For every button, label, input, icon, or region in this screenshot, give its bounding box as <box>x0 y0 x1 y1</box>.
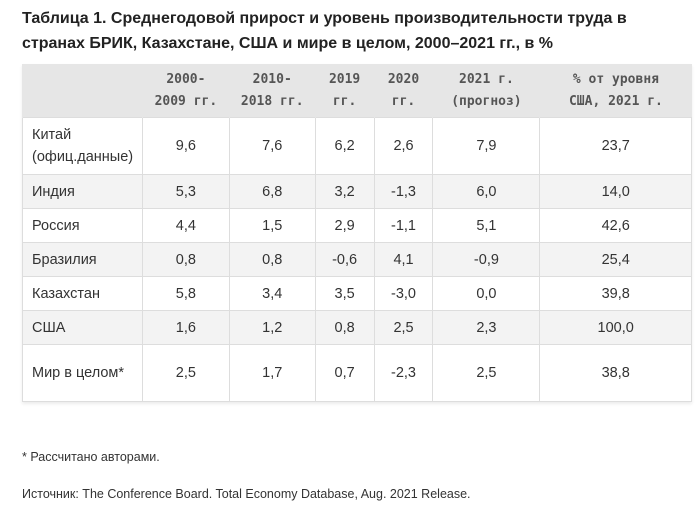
table-cell: 6,2 <box>314 117 375 175</box>
table-cell: 3,5 <box>314 276 375 311</box>
table-cell: 0,7 <box>314 344 375 402</box>
row-label: Индия <box>22 174 143 209</box>
row-label: Россия <box>22 208 143 243</box>
table-cell: 100,0 <box>539 310 692 345</box>
table-cell: 5,1 <box>432 208 541 243</box>
table-cell: 1,7 <box>228 344 316 402</box>
column-header: 2021 г. (прогноз) <box>432 64 540 118</box>
table-cell: 6,0 <box>432 174 541 209</box>
table-cell: 0,8 <box>228 242 316 277</box>
source-note: Источник: The Conference Board. Total Ec… <box>22 487 471 501</box>
table-cell: 1,6 <box>141 310 230 345</box>
table-cell: 5,3 <box>141 174 230 209</box>
column-header: % от уровня США, 2021 г. <box>539 64 692 118</box>
table-row: США 1,6 1,2 0,8 2,5 2,3 100,0 <box>22 310 692 345</box>
table-row: Мир в целом* 2,5 1,7 0,7 -2,3 2,5 38,8 <box>22 344 692 402</box>
table-row: Бразилия 0,8 0,8 -0,6 4,1 -0,9 25,4 <box>22 242 692 277</box>
table-cell: -0,9 <box>432 242 541 277</box>
column-header <box>22 64 143 118</box>
table-cell: 9,6 <box>141 117 230 175</box>
table-cell: 14,0 <box>539 174 692 209</box>
column-header: 2010- 2018 гг. <box>228 64 316 118</box>
table-cell: 2,6 <box>373 117 434 175</box>
table-cell: -1,3 <box>373 174 434 209</box>
table-cell: 25,4 <box>539 242 692 277</box>
table-cell: 4,4 <box>141 208 230 243</box>
table-cell: 0,0 <box>432 276 541 311</box>
row-label: Казахстан <box>22 276 143 311</box>
table-cell: 0,8 <box>141 242 230 277</box>
column-header: 2000- 2009 гг. <box>141 64 230 118</box>
table-cell: -2,3 <box>373 344 434 402</box>
row-label: Мир в целом* <box>22 344 143 402</box>
table-cell: 1,5 <box>228 208 316 243</box>
table-cell: 5,8 <box>141 276 230 311</box>
table-cell: 2,3 <box>432 310 541 345</box>
table-cell: 7,9 <box>432 117 541 175</box>
footnote: * Рассчитано авторами. <box>22 450 160 464</box>
table-cell: 42,6 <box>539 208 692 243</box>
productivity-table: 2000- 2009 гг. 2010- 2018 гг. 2019 гг. 2020… <box>22 64 692 402</box>
table-cell: -3,0 <box>373 276 434 311</box>
table-title: Таблица 1. Среднегодовой прирост и урове… <box>22 10 627 52</box>
row-label: Китай (офиц.данные) <box>22 117 143 175</box>
table-cell: 6,8 <box>228 174 316 209</box>
table-cell: 0,8 <box>314 310 375 345</box>
table-row: Казахстан 5,8 3,4 3,5 -3,0 0,0 39,8 <box>22 276 692 311</box>
table-cell: 7,6 <box>228 117 316 175</box>
table-cell: 2,5 <box>141 344 230 402</box>
column-header: 2020 гг. <box>373 64 433 118</box>
column-header: 2019 гг. <box>314 64 375 118</box>
table-cell: 3,4 <box>228 276 316 311</box>
row-label: Бразилия <box>22 242 143 277</box>
table-row: Китай (офиц.данные) 9,6 7,6 6,2 2,6 7,9 23,7 <box>22 117 692 175</box>
table-cell: 38,8 <box>539 344 692 402</box>
table-cell: 23,7 <box>539 117 692 175</box>
table-cell: 4,1 <box>373 242 434 277</box>
table-cell: -1,1 <box>373 208 434 243</box>
table-cell: 2,9 <box>314 208 375 243</box>
table-cell: 1,2 <box>228 310 316 345</box>
table-cell: -0,6 <box>314 242 375 277</box>
table-header-row: 2000- 2009 гг. 2010- 2018 гг. 2019 гг. 2020… <box>22 64 692 118</box>
table-row: Индия 5,3 6,8 3,2 -1,3 6,0 14,0 <box>22 174 692 209</box>
row-label: США <box>22 310 143 345</box>
table-row: Россия 4,4 1,5 2,9 -1,1 5,1 42,6 <box>22 208 692 243</box>
table-cell: 39,8 <box>539 276 692 311</box>
table-cell: 2,5 <box>432 344 541 402</box>
table-cell: 3,2 <box>314 174 375 209</box>
table-cell: 2,5 <box>373 310 434 345</box>
